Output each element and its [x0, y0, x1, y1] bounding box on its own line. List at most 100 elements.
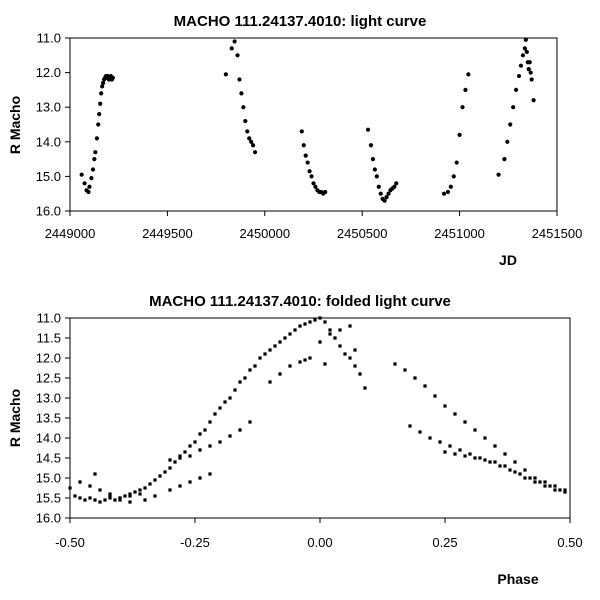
data-point	[478, 456, 482, 460]
data-point	[153, 494, 157, 498]
data-point	[338, 344, 342, 348]
data-point	[103, 498, 107, 502]
data-point	[148, 482, 152, 486]
data-point	[524, 49, 529, 54]
data-point	[168, 488, 172, 492]
data-point	[543, 484, 547, 488]
data-point	[218, 440, 222, 444]
data-point	[93, 498, 97, 502]
data-point	[229, 46, 234, 51]
data-point	[173, 460, 177, 464]
data-point	[483, 458, 487, 462]
data-point	[253, 364, 257, 368]
data-point	[348, 324, 352, 328]
data-point	[493, 460, 497, 464]
data-point	[208, 472, 212, 476]
y-tick-label: 12.5	[36, 371, 61, 386]
data-point	[508, 122, 513, 127]
data-point	[245, 129, 250, 134]
data-point	[98, 500, 102, 504]
data-point	[303, 358, 307, 362]
data-point	[384, 195, 389, 200]
data-point	[118, 496, 122, 500]
data-point	[86, 189, 91, 195]
data-point	[232, 39, 237, 44]
data-point	[92, 157, 97, 162]
data-point	[522, 46, 527, 51]
data-point	[483, 436, 487, 440]
data-point	[99, 91, 104, 96]
data-point	[353, 364, 357, 368]
data-point	[278, 372, 282, 376]
data-point	[451, 174, 456, 179]
data-point	[403, 368, 407, 372]
data-point	[79, 172, 84, 177]
y-tick-label: 14.5	[36, 451, 61, 466]
data-point	[348, 356, 352, 360]
data-point	[198, 476, 202, 480]
data-point	[83, 498, 87, 502]
data-point	[508, 468, 512, 472]
data-point	[311, 181, 316, 186]
y-axis-label: R Macho	[7, 389, 23, 447]
x-tick-label: 0.50	[557, 535, 582, 550]
data-point	[463, 454, 467, 458]
data-point	[548, 484, 552, 488]
data-point	[466, 72, 471, 77]
data-point	[323, 189, 328, 195]
data-point	[241, 105, 246, 110]
data-point	[333, 336, 337, 340]
x-tick-label: 2450000	[239, 226, 290, 241]
data-point	[88, 496, 92, 500]
data-point	[358, 372, 362, 376]
x-tick-label: -0.50	[55, 535, 85, 550]
data-point	[248, 368, 252, 372]
data-point	[457, 132, 462, 137]
data-point	[228, 434, 232, 438]
x-tick-label: 2451500	[532, 226, 583, 241]
data-point	[453, 412, 457, 416]
data-point	[293, 328, 297, 332]
data-point	[90, 167, 96, 172]
data-point	[503, 464, 507, 468]
data-point	[563, 490, 567, 494]
data-point	[309, 174, 314, 179]
data-point	[408, 424, 412, 428]
data-point	[513, 460, 517, 464]
y-tick-label: 15.5	[36, 491, 61, 506]
data-point	[118, 498, 122, 502]
data-point	[158, 474, 162, 478]
data-point	[520, 53, 526, 58]
data-point	[251, 143, 256, 148]
data-point	[443, 404, 447, 408]
y-tick-label: 13.0	[36, 391, 61, 406]
plot-frame	[69, 37, 558, 212]
data-point	[178, 456, 182, 460]
data-point	[89, 176, 94, 181]
data-point	[523, 468, 527, 472]
data-point	[98, 101, 103, 106]
data-point	[553, 484, 557, 488]
data-point	[138, 492, 142, 496]
data-point	[370, 157, 376, 162]
data-point	[526, 67, 531, 72]
data-point	[308, 356, 312, 360]
data-point	[528, 476, 532, 480]
data-point	[518, 472, 522, 476]
data-point	[93, 150, 98, 155]
data-point	[488, 460, 492, 464]
data-point	[531, 98, 536, 103]
data-point	[183, 450, 187, 454]
data-point	[101, 80, 106, 86]
x-tick-label: 0.00	[307, 535, 332, 550]
data-point	[323, 362, 327, 366]
data-point	[198, 448, 202, 452]
chart-title: MACHO 111.24137.4010: folded light curve	[149, 293, 451, 310]
data-point	[313, 184, 318, 189]
data-point	[128, 500, 132, 504]
x-tick-label: 0.25	[432, 535, 457, 550]
y-tick-label: 11.0	[37, 31, 61, 46]
data-point	[108, 492, 112, 496]
data-points	[79, 37, 536, 203]
